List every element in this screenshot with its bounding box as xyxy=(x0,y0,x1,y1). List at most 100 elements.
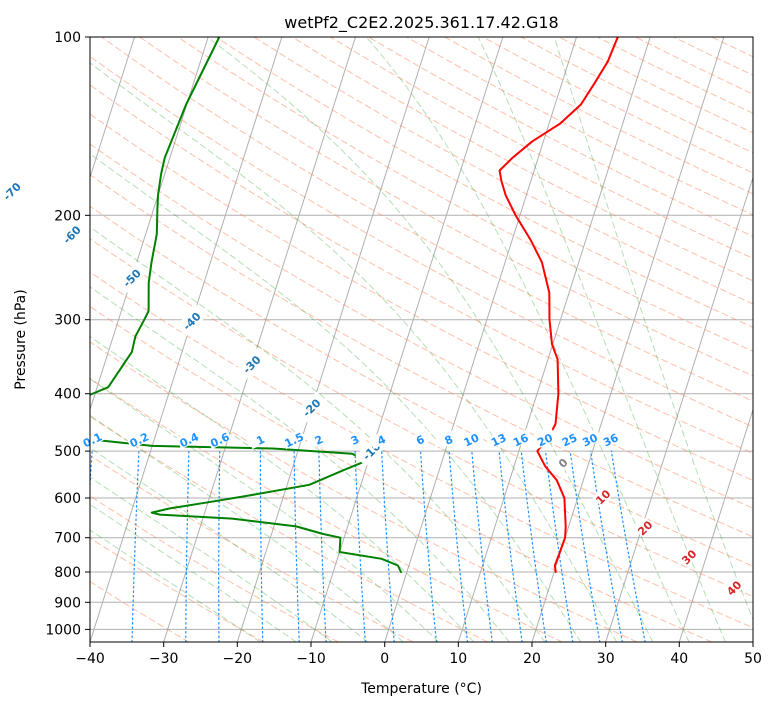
mixing-ratio-label: 20 xyxy=(535,431,555,449)
inline-labels: -100-90-80-70-60-50-40-30-20-100.10.20.4… xyxy=(0,175,745,598)
isotherm-label-bg xyxy=(235,348,268,381)
dry-adiabat-line xyxy=(291,37,753,282)
background-lines xyxy=(90,37,753,642)
dry-adiabat-line xyxy=(90,495,339,642)
mixing-ratio-line xyxy=(520,450,547,642)
mixing-ratio-label: 16 xyxy=(511,431,531,449)
dry-adiabat-line xyxy=(90,238,753,598)
mixing-ratio-label-bg xyxy=(281,428,307,450)
mixing-ratio-label: 36 xyxy=(601,431,621,449)
dry-adiabat-line xyxy=(90,174,753,538)
mixing-ratio-label-bg xyxy=(368,428,394,450)
mixing-ratio-label-bg xyxy=(126,428,152,450)
mixing-ratio-label-bg xyxy=(305,428,331,450)
mixing-ratio-label-bg xyxy=(576,428,602,450)
axes: −40 −30 −20 −10 0 10 20 30 40 50 100 200 300 400 500 60… xyxy=(45,30,762,667)
x-tick-label: −30 xyxy=(149,651,179,667)
x-axis-label: Temperature (°C) xyxy=(360,681,482,697)
moist-adiabat-line xyxy=(90,226,546,642)
dry-adiabat-line xyxy=(253,37,753,305)
mixing-ratio-label-bg xyxy=(485,428,511,450)
dry-adiabat-line xyxy=(177,37,753,352)
dry-adiabat-line xyxy=(90,341,638,642)
mixing-ratio-label-bg xyxy=(507,428,533,450)
y-tick-label: 300 xyxy=(54,313,81,329)
mixing-ratio-line xyxy=(448,450,469,642)
isotherm-line xyxy=(90,37,135,180)
mixing-ratio-label-bg xyxy=(176,428,202,450)
isotherm-line xyxy=(163,37,356,642)
mixing-ratio-line xyxy=(354,450,366,642)
mixing-ratio-label: 25 xyxy=(560,431,579,449)
dry-adiabat-line xyxy=(90,377,563,642)
mixing-ratio-line xyxy=(381,450,395,642)
dry-adiabat-line xyxy=(90,55,753,428)
x-tick-label: −10 xyxy=(296,651,326,667)
moist-adiabat-line xyxy=(90,286,510,642)
y-tick-label: 200 xyxy=(54,208,81,224)
mixing-ratio-label: 13 xyxy=(489,431,508,449)
plot-frame xyxy=(89,36,754,643)
x-tick-label: 0 xyxy=(380,651,389,667)
mixing-ratio-label-bg xyxy=(531,428,557,450)
x-tick-label: 40 xyxy=(670,651,688,667)
y-tick-label: 500 xyxy=(54,444,81,460)
moist-adiabat-line xyxy=(90,153,582,642)
mixing-ratio-label: 10 xyxy=(462,431,482,449)
isotherm-line xyxy=(457,37,651,642)
isotherm-line xyxy=(90,37,209,412)
dry-adiabat-line xyxy=(90,537,264,642)
mixing-ratio-line xyxy=(590,450,624,642)
moist-adiabat-label-bg xyxy=(678,546,699,567)
isotherm-label-bg xyxy=(0,175,28,207)
dry-adiabat-line xyxy=(90,205,753,567)
dry-adiabat-line xyxy=(406,37,753,216)
mixing-ratio-line xyxy=(293,450,300,642)
isotherm-label-bg xyxy=(115,261,148,294)
moist-adiabat-line xyxy=(90,414,404,642)
x-tick-label: 20 xyxy=(523,651,541,667)
mixing-ratio-line xyxy=(471,450,493,642)
dry-adiabat-line xyxy=(444,37,753,195)
chart-title: wetPf2_C2E2.2025.361.17.42.G18 xyxy=(284,13,558,33)
dry-adiabat-line xyxy=(482,37,753,174)
mixing-ratio-label-bg xyxy=(458,428,484,450)
moist-adiabat-line xyxy=(90,476,333,642)
mixing-ratio-line xyxy=(610,450,646,642)
dry-adiabat-line xyxy=(139,37,753,377)
mixing-ratio-label-bg xyxy=(341,428,367,450)
x-tick-label: 50 xyxy=(744,651,762,667)
isotherm-line xyxy=(605,175,753,642)
moist-adiabat-label-bg xyxy=(723,577,744,598)
mixing-ratio-label-bg xyxy=(435,428,461,450)
plot-background xyxy=(90,37,753,642)
moist-adiabat-line xyxy=(90,62,618,642)
dry-adiabat-line xyxy=(329,37,753,259)
moist-adiabat-line xyxy=(90,335,475,642)
x-tick-label: −40 xyxy=(75,651,105,667)
mixing-ratio-label-bg xyxy=(556,428,582,450)
moist-adiabat-line xyxy=(477,37,727,642)
isotherm-label-bg xyxy=(55,218,88,251)
mixing-ratio-line xyxy=(569,450,601,642)
dry-adiabat-line xyxy=(101,37,753,402)
dry-adiabat-line xyxy=(90,143,753,509)
y-tick-label: 100 xyxy=(54,30,81,46)
mixing-ratio-label: 30 xyxy=(580,431,600,449)
mixing-ratio-line xyxy=(498,450,523,642)
moist-adiabat-line xyxy=(90,503,297,642)
mixing-ratio-label-bg xyxy=(206,428,232,450)
isotherm-line xyxy=(678,407,753,642)
y-axis-label: Pressure (hPa) xyxy=(13,289,29,389)
dry-adiabat-line xyxy=(90,113,753,482)
moist-adiabat-label-bg xyxy=(634,517,655,538)
mixing-ratio-label-bg xyxy=(597,428,623,450)
moist-adiabat-line xyxy=(553,37,753,621)
moist-adiabat-line xyxy=(365,37,690,642)
y-tick-label: 400 xyxy=(54,387,81,403)
dry-adiabat-line xyxy=(368,37,753,237)
isotherm-line xyxy=(90,37,283,642)
y-tick-label: 800 xyxy=(54,565,81,581)
moist-adiabat-label-bg xyxy=(592,486,613,507)
